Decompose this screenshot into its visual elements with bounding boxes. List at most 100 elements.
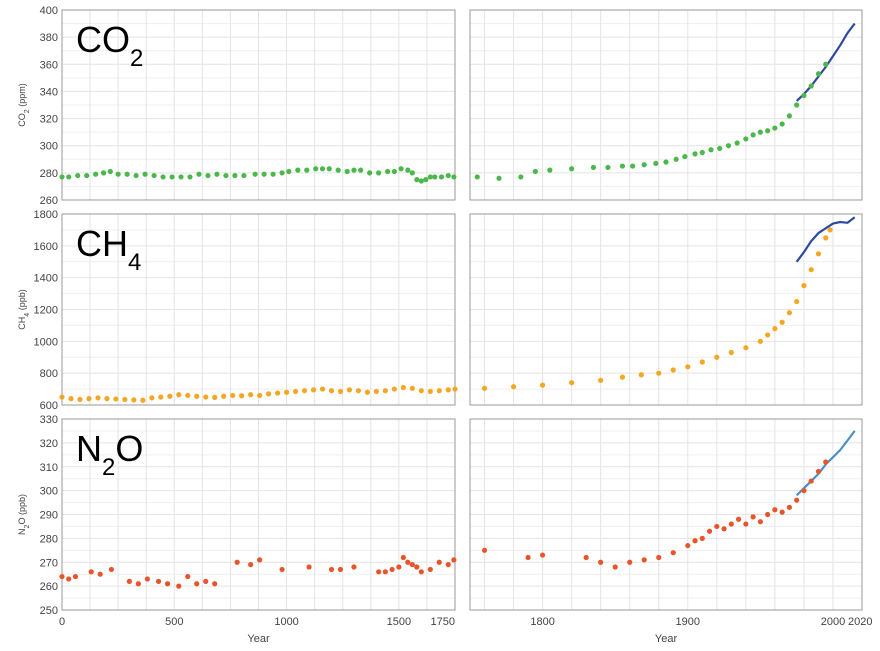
data-point-left <box>176 583 182 589</box>
data-point-left <box>230 392 236 399</box>
data-point-left <box>194 581 200 587</box>
panel-title-main: N <box>76 428 102 469</box>
data-point-right <box>779 121 785 127</box>
data-point-left <box>261 171 267 177</box>
data-point-right <box>656 370 662 376</box>
panel-right-border <box>469 213 863 406</box>
data-point-left <box>131 397 137 403</box>
data-point-left <box>319 386 326 392</box>
data-point-right <box>772 125 778 131</box>
data-point-left <box>452 386 458 392</box>
data-point-right <box>539 552 546 558</box>
data-point-left <box>414 564 420 570</box>
data-point-left <box>108 566 115 573</box>
data-point-left <box>221 393 227 399</box>
y-axis-label-rest: (ppm) <box>17 83 27 109</box>
panel-right-border <box>469 9 863 201</box>
data-point-right <box>583 554 589 561</box>
data-point-left <box>445 562 451 568</box>
data-point-left <box>59 394 65 400</box>
data-point-left <box>304 167 310 173</box>
x-tick-label-right: 1900 <box>676 616 700 628</box>
data-point-left <box>373 388 379 395</box>
data-point-left <box>445 387 451 393</box>
x-tick-label-right: 2020 <box>848 616 872 628</box>
data-point-right <box>801 488 807 494</box>
data-point-left <box>194 393 200 399</box>
data-point-left <box>409 170 415 176</box>
data-point-right <box>627 559 633 565</box>
data-point-right <box>569 380 575 386</box>
data-point-right <box>539 382 546 388</box>
x-tick-label-left: 1500 <box>387 616 411 628</box>
y-tick-label: 300 <box>40 141 58 153</box>
data-point-left <box>203 578 209 584</box>
data-point-right <box>673 156 679 162</box>
data-point-right <box>692 151 698 157</box>
y-tick-label: 340 <box>40 86 58 98</box>
data-point-right <box>779 319 785 325</box>
data-point-left <box>405 559 411 565</box>
data-point-left <box>97 571 103 577</box>
data-point-right <box>699 535 705 541</box>
data-point-left <box>257 557 263 563</box>
data-point-right <box>641 557 647 563</box>
y-tick-label: 320 <box>40 438 58 450</box>
y-tick-label: 250 <box>40 605 58 617</box>
data-point-left <box>310 387 317 393</box>
data-point-left <box>319 166 326 172</box>
data-point-left <box>151 172 157 179</box>
data-point-right <box>685 364 691 370</box>
panel-title-main: CH <box>76 223 128 264</box>
data-point-left <box>409 385 415 391</box>
y-tick-label: 310 <box>40 462 58 474</box>
data-point-left <box>391 386 397 392</box>
panel-right-border <box>469 418 863 611</box>
data-point-left <box>337 566 344 573</box>
data-point-left <box>66 576 72 582</box>
data-point-left <box>436 559 442 565</box>
data-point-left <box>93 171 99 177</box>
data-point-left <box>100 170 107 176</box>
data-point-left <box>187 174 193 180</box>
data-point-right <box>757 338 763 344</box>
data-point-right <box>605 164 611 171</box>
data-point-right <box>619 163 626 169</box>
data-point-right <box>827 227 833 233</box>
data-point-left <box>358 167 364 173</box>
panel-left-border <box>61 9 456 201</box>
data-point-left <box>66 174 72 180</box>
data-point-right <box>619 374 626 380</box>
data-point-left <box>376 569 382 575</box>
data-point-left <box>382 569 388 575</box>
data-point-left <box>346 387 353 393</box>
y-axis-label: CO2 (ppm) <box>17 83 31 126</box>
data-point-left <box>248 562 254 568</box>
data-point-right <box>728 521 734 527</box>
data-point-left <box>351 564 357 570</box>
data-point-right <box>765 332 771 338</box>
data-point-right <box>823 235 829 241</box>
data-point-right <box>699 359 705 365</box>
data-point-left <box>445 172 451 179</box>
data-point-right <box>815 468 822 475</box>
data-point-left <box>436 388 442 394</box>
y-tick-label: 400 <box>40 5 58 17</box>
data-point-left <box>432 174 438 180</box>
y-tick-label: 1200 <box>34 305 58 317</box>
data-point-right <box>750 132 756 138</box>
data-point-left <box>427 566 433 573</box>
x-tick-label-left: 0 <box>59 616 65 628</box>
y-axis-label-rest: O (ppb) <box>17 494 27 525</box>
data-point-right <box>808 478 814 484</box>
data-point-right <box>801 283 807 289</box>
data-point-left <box>140 397 146 403</box>
x-tick-label-left: 1000 <box>274 616 298 628</box>
data-point-left <box>270 171 276 177</box>
data-point-left <box>313 166 319 172</box>
data-point-left <box>178 174 184 180</box>
data-point-left <box>126 578 132 584</box>
panel-title-sub: 2 <box>130 45 143 72</box>
data-point-right <box>525 554 531 561</box>
